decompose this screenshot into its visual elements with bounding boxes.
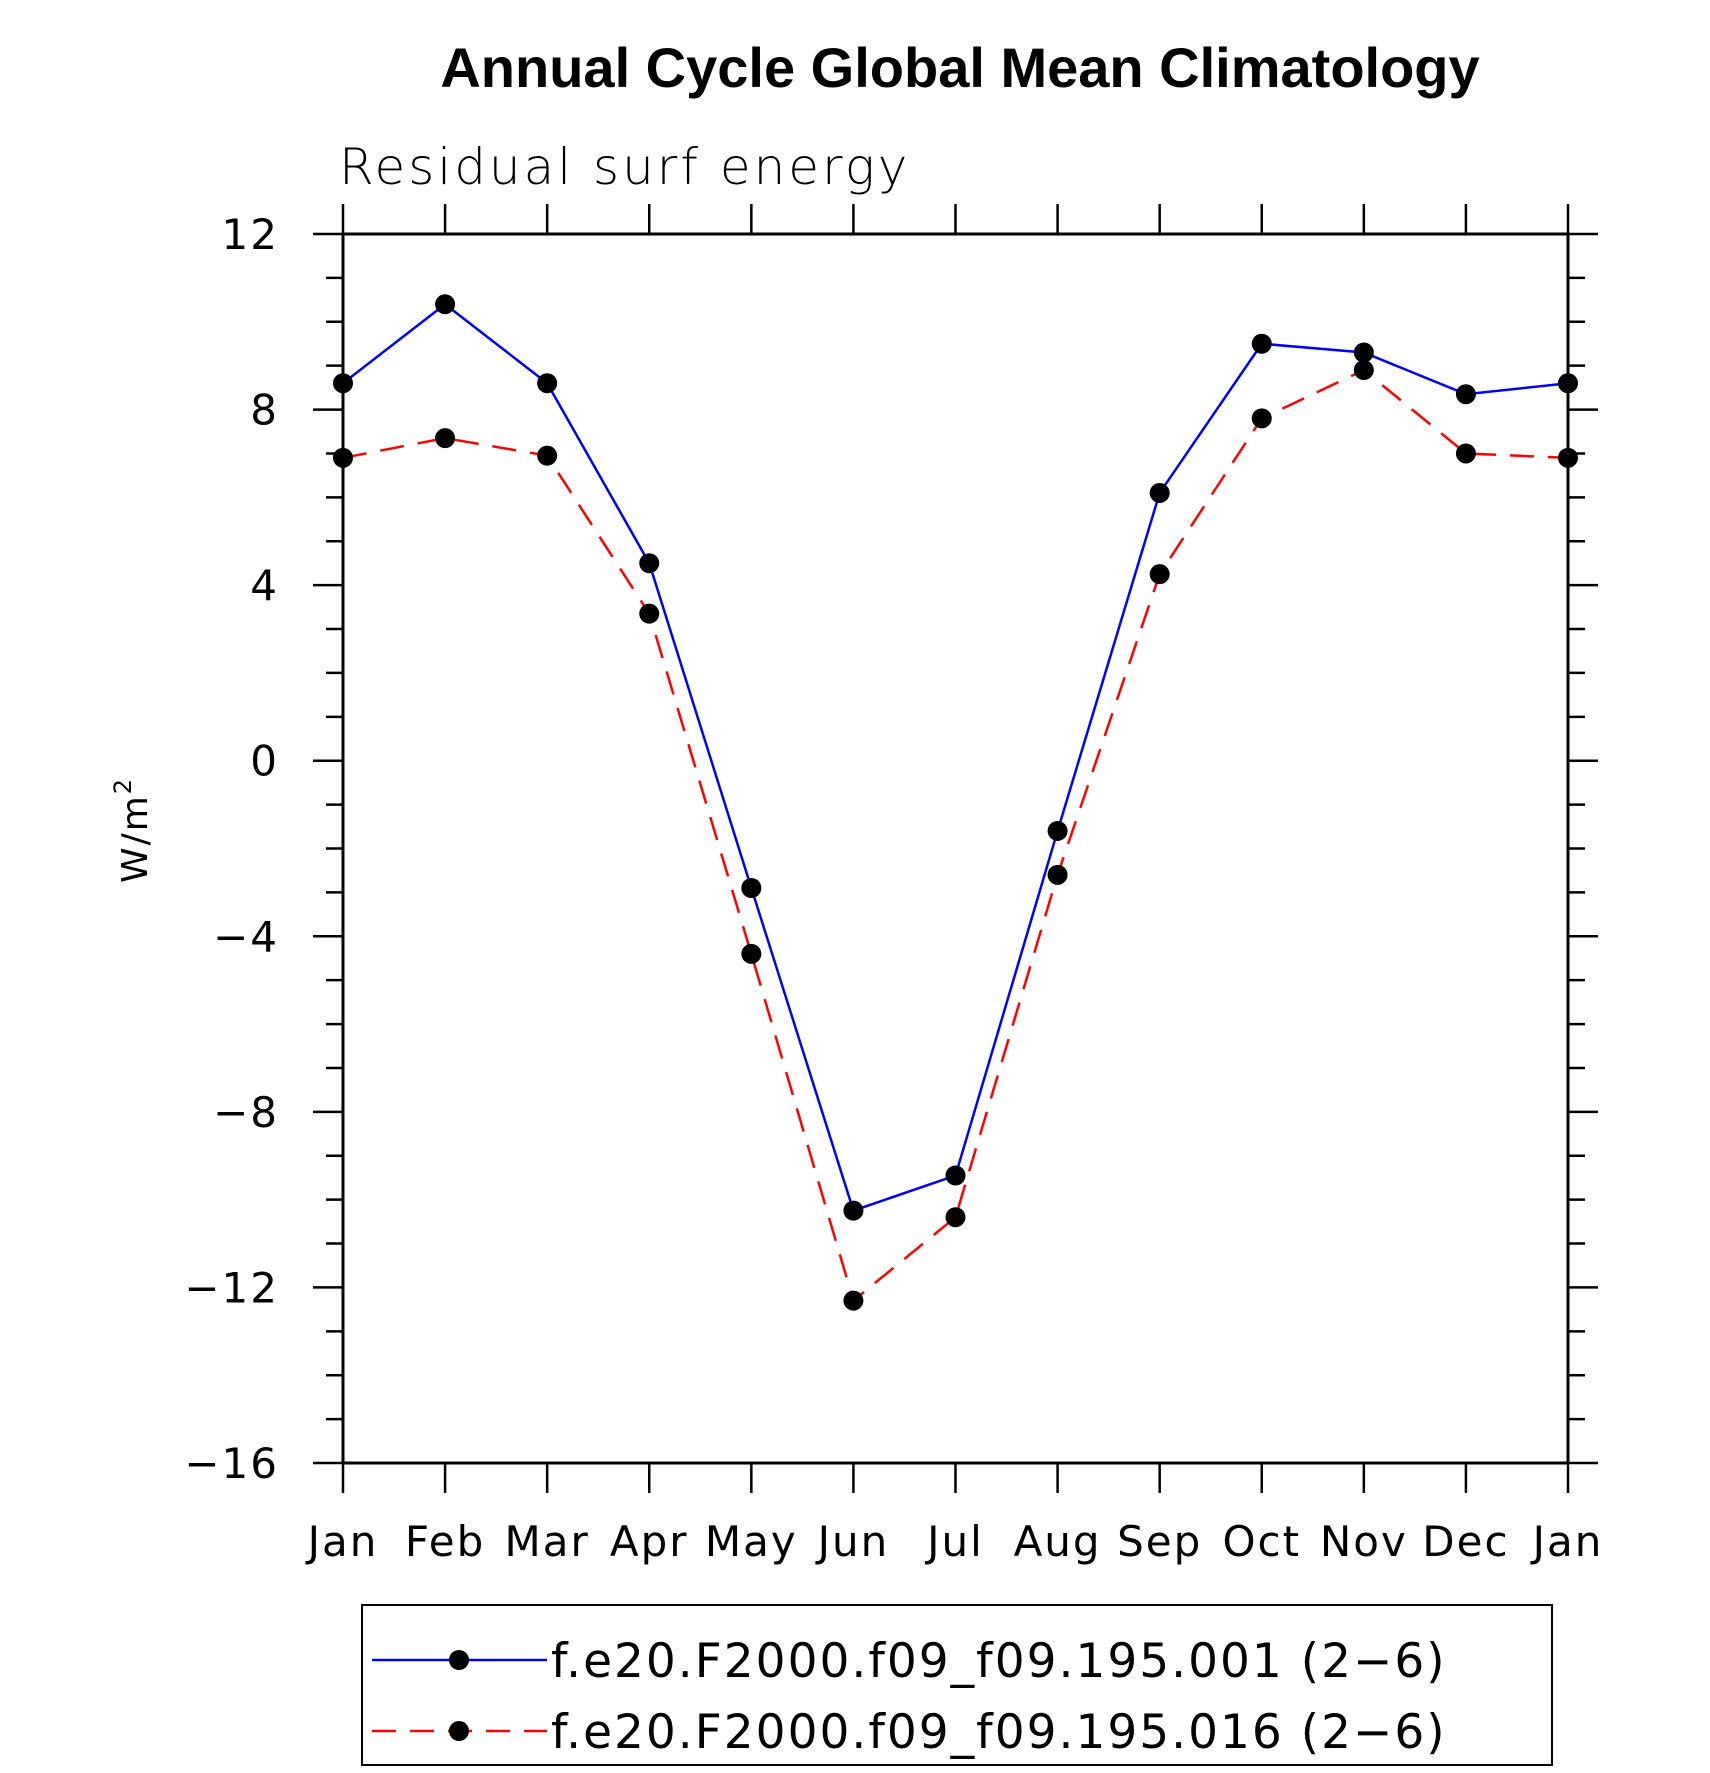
x-tick-label: Jun <box>815 1517 890 1566</box>
series-1-point <box>945 1165 966 1186</box>
series-1-point <box>1558 373 1578 394</box>
plot-border <box>341 232 1570 1465</box>
chart-subtitle: Residual surf energy <box>339 138 910 196</box>
series-2-point <box>333 447 353 468</box>
x-tick-label: Dec <box>1422 1517 1509 1566</box>
x-tick-label: May <box>705 1517 798 1566</box>
x-tick-labels: Jan Feb Mar Apr May Jun Jul Aug Sep Oct Nov Dec Jan <box>305 1517 1604 1566</box>
series-1-point <box>1149 482 1170 503</box>
legend-label-1: f.e20.F2000.f09_f09.195.001 (2−6) <box>551 1634 1447 1689</box>
legend-marker-2 <box>449 1721 469 1741</box>
x-tick-label: Jul <box>924 1517 984 1566</box>
x-tick-label: Jan <box>1530 1517 1604 1566</box>
series-1-point <box>1353 342 1374 363</box>
series-1-point <box>1251 333 1272 354</box>
series-2-point <box>843 1290 864 1311</box>
series-1-point <box>741 878 762 899</box>
x-tick-label: Aug <box>1014 1517 1102 1566</box>
y-tick-label: −12 <box>184 1263 279 1312</box>
series-layer <box>333 294 1578 1311</box>
axis-ticks <box>313 204 1598 1493</box>
series-2-point <box>1455 443 1476 464</box>
legend-entries: f.e20.F2000.f09_f09.195.001 (2−6) f.e20.F… <box>372 1634 1447 1760</box>
y-axis-label: W/m2 <box>109 777 156 883</box>
series-2-point <box>945 1207 966 1228</box>
y-tick-label: 12 <box>222 210 279 259</box>
series-2-point <box>1047 864 1068 885</box>
chart-title: Annual Cycle Global Mean Climatology <box>440 36 1479 99</box>
series-2-point <box>1149 564 1170 585</box>
y-axis-label-superscript: 2 <box>109 777 137 794</box>
y-tick-label: 4 <box>250 561 279 610</box>
y-tick-label: 8 <box>250 386 279 435</box>
x-tick-label: Feb <box>405 1517 485 1566</box>
legend: f.e20.F2000.f09_f09.195.001 (2−6) f.e20.F… <box>361 1604 1553 1766</box>
x-tick-label: Sep <box>1117 1517 1202 1566</box>
series-2-line <box>342 368 1569 1303</box>
series-2-point <box>1353 360 1374 381</box>
y-tick-labels: 12 8 4 0 −4 −8 −12 −16 <box>184 210 279 1488</box>
series-1-line <box>342 302 1569 1213</box>
series-1-point <box>537 373 558 394</box>
legend-marker-1 <box>449 1650 469 1670</box>
x-tick-label: Oct <box>1222 1517 1301 1566</box>
x-tick-label: Nov <box>1320 1517 1408 1566</box>
series-1-point <box>639 553 660 574</box>
series-1-point <box>1047 820 1068 841</box>
series-1-point <box>1455 384 1476 405</box>
y-tick-label: −16 <box>184 1439 279 1488</box>
y-tick-label: 0 <box>250 737 279 786</box>
legend-label-2: f.e20.F2000.f09_f09.195.016 (2−6) <box>551 1705 1447 1760</box>
legend-box <box>361 1604 1553 1766</box>
series-2-point <box>435 428 456 449</box>
y-tick-label: −8 <box>213 1088 279 1137</box>
x-tick-label: Jan <box>305 1517 379 1566</box>
x-tick-label: Mar <box>505 1517 590 1566</box>
series-2-point <box>1558 447 1578 468</box>
series-2-point <box>639 603 660 624</box>
y-axis-label-text: W/m <box>115 794 156 883</box>
series-2-point <box>1251 408 1272 429</box>
series-1-point <box>843 1200 864 1221</box>
plot-frame <box>341 232 1570 1465</box>
series-2-point <box>741 943 762 964</box>
x-tick-label: Apr <box>610 1517 689 1566</box>
y-tick-label: −4 <box>213 912 279 961</box>
series-1-point <box>333 373 353 394</box>
series-2-point <box>537 445 558 466</box>
series-1-point <box>435 294 456 315</box>
